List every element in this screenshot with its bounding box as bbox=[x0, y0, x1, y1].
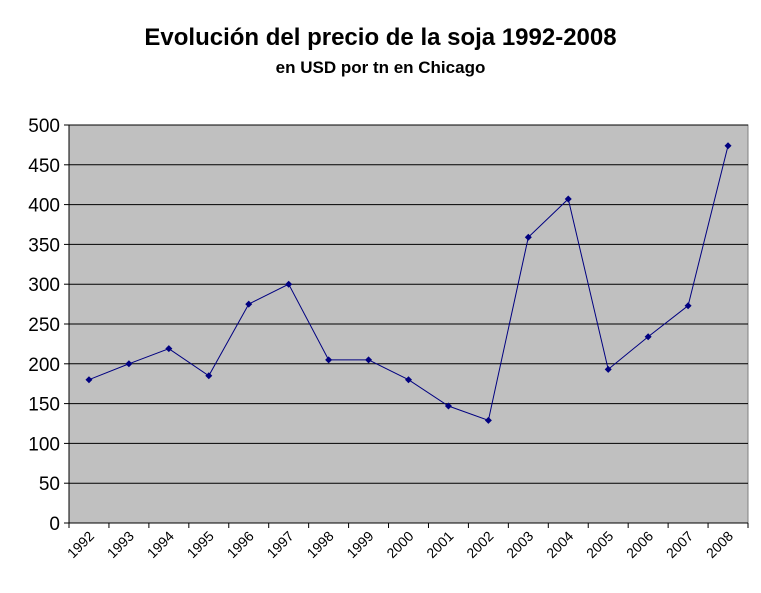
x-tick-label: 1993 bbox=[104, 528, 137, 561]
y-tick-label: 350 bbox=[28, 235, 60, 256]
x-tick-label: 1995 bbox=[184, 528, 217, 561]
chart-subtitle: en USD por tn en Chicago bbox=[275, 58, 486, 77]
data-point bbox=[684, 302, 692, 310]
y-tick-label: 100 bbox=[28, 434, 60, 455]
data-point bbox=[245, 300, 253, 308]
data-point bbox=[604, 365, 612, 373]
y-tick-label: 500 bbox=[28, 116, 60, 137]
x-tick-label: 2008 bbox=[703, 528, 736, 561]
x-tick-label: 2007 bbox=[663, 528, 696, 561]
data-point bbox=[205, 372, 213, 380]
data-point bbox=[405, 376, 412, 384]
x-tick-label: 1996 bbox=[224, 528, 257, 561]
x-tick-label: 2001 bbox=[423, 528, 456, 561]
x-tick-label: 2004 bbox=[543, 528, 576, 561]
x-tick-label: 1998 bbox=[303, 528, 336, 561]
data-point bbox=[165, 345, 173, 353]
x-tick-label: 1997 bbox=[263, 528, 296, 561]
y-tick-label: 450 bbox=[28, 156, 60, 177]
y-tick-label: 200 bbox=[28, 355, 60, 376]
y-tick-label: 150 bbox=[28, 395, 60, 416]
y-tick-label: 50 bbox=[39, 474, 60, 495]
data-point bbox=[365, 356, 373, 364]
x-tick-label: 2003 bbox=[503, 528, 536, 561]
y-tick-label: 300 bbox=[28, 275, 60, 296]
data-point bbox=[85, 376, 93, 384]
x-tick-label: 1992 bbox=[64, 528, 97, 561]
data-point bbox=[484, 416, 492, 424]
data-point bbox=[564, 195, 572, 203]
x-tick-label: 2002 bbox=[463, 528, 496, 561]
y-tick-label: 400 bbox=[28, 196, 60, 217]
data-point bbox=[724, 142, 732, 150]
x-tick-label: 2006 bbox=[623, 528, 656, 561]
data-point bbox=[325, 356, 333, 364]
y-tick-label: 0 bbox=[49, 514, 60, 535]
data-point bbox=[125, 360, 133, 368]
data-point bbox=[285, 280, 293, 288]
y-tick-label: 250 bbox=[28, 315, 60, 336]
data-point bbox=[644, 333, 652, 341]
x-tick-label: 2000 bbox=[383, 528, 416, 561]
x-tick-label: 1994 bbox=[144, 528, 177, 561]
x-tick-label: 2005 bbox=[583, 528, 616, 561]
chart-title: Evolución del precio de la soja 1992-200… bbox=[144, 24, 617, 51]
data-point bbox=[444, 402, 452, 410]
x-tick-label: 1999 bbox=[343, 528, 376, 561]
data-point bbox=[524, 233, 532, 241]
